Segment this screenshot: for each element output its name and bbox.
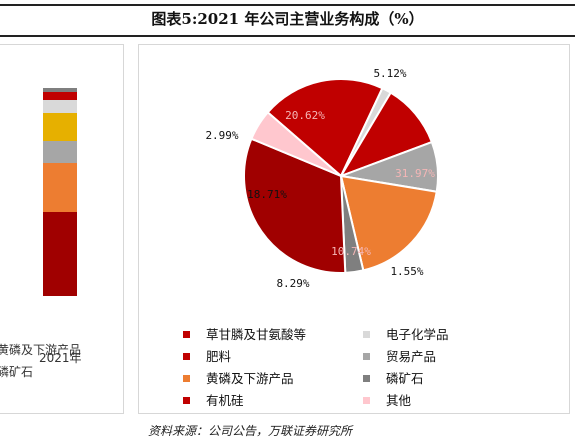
left-chart-panel: 2021年 黄磷及下游产品 磷矿石 xyxy=(0,44,124,414)
pie-chart: 20.62% 1.55% 10.74% 8.29% 18.71% 2.99% 31.97% 5… xyxy=(205,67,439,290)
legend-label: 电子化学品 xyxy=(386,327,449,342)
title-rule xyxy=(0,35,575,37)
left-legend-fragment-2: 磷矿石 xyxy=(0,365,34,379)
legend-label: 有机硅 xyxy=(206,393,244,408)
pie-data-label: 2.99% xyxy=(205,129,238,142)
legend-swatch xyxy=(363,397,370,404)
stacked-bar-segment xyxy=(43,113,77,142)
pie-data-label: 18.71% xyxy=(247,188,287,201)
bar-x-label: 2021年 xyxy=(39,351,82,365)
pie-data-label: 1.55% xyxy=(390,265,423,278)
legend-swatch xyxy=(183,353,190,360)
legend-swatch xyxy=(183,375,190,382)
legend-swatch xyxy=(363,331,370,338)
pie-slice xyxy=(250,110,342,177)
legend-item: 肥料 xyxy=(183,346,231,365)
pie-data-label: 8.29% xyxy=(276,277,309,290)
stacked-bar-segment xyxy=(43,88,77,93)
pie-data-label: 20.62% xyxy=(285,109,325,122)
pie-data-label: 10.74% xyxy=(331,245,371,258)
legend-item: 其他 xyxy=(363,390,411,409)
stacked-bar-segment xyxy=(43,141,77,164)
stacked-bar-segment xyxy=(43,99,77,114)
legend-item: 有机硅 xyxy=(183,390,244,409)
legend-label: 其他 xyxy=(386,393,412,408)
legend-swatch xyxy=(363,375,370,382)
legend-item: 黄磷及下游产品 xyxy=(183,368,294,387)
stacked-bar-segment xyxy=(43,163,77,213)
legend-swatch xyxy=(183,397,190,404)
top-rule xyxy=(0,4,575,6)
legend-item: 贸易产品 xyxy=(363,346,436,365)
left-legend-fragment-1: 黄磷及下游产品 xyxy=(0,343,82,357)
pie-slice xyxy=(339,174,438,272)
legend-item: 磷矿石 xyxy=(363,368,424,387)
legend-label: 黄磷及下游产品 xyxy=(206,371,294,386)
page-title: 图表5:2021 年公司主营业务构成（%） xyxy=(151,10,424,28)
legend-item: 草甘膦及甘氨酸等 xyxy=(183,324,306,343)
stacked-bar-segment xyxy=(43,212,77,296)
legend-label: 肥料 xyxy=(206,349,232,364)
legend-swatch xyxy=(183,331,190,338)
legend-swatch xyxy=(363,353,370,360)
pie-chart-panel: 20.62% 1.55% 10.74% 8.29% 18.71% 2.99% 31.97% 5… xyxy=(138,44,570,414)
legend-item: 电子化学品 xyxy=(363,324,449,343)
stacked-bar-segment xyxy=(43,92,77,100)
legend-label: 磷矿石 xyxy=(386,371,424,386)
pie-data-label: 5.12% xyxy=(373,67,406,80)
pie-slice xyxy=(243,137,347,274)
source-note: 资料来源：公司公告，万联证券研究所 xyxy=(148,424,353,438)
chart-legend: 草甘膦及甘氨酸等 电子化学品肥料 贸易产品黄磷及下游产品 磷矿石有机硅 其他 xyxy=(139,45,569,413)
pie-data-label: 31.97% xyxy=(395,167,435,180)
legend-label: 贸易产品 xyxy=(386,349,437,364)
pie-slice xyxy=(266,78,384,178)
legend-label: 草甘膦及甘氨酸等 xyxy=(206,327,307,342)
